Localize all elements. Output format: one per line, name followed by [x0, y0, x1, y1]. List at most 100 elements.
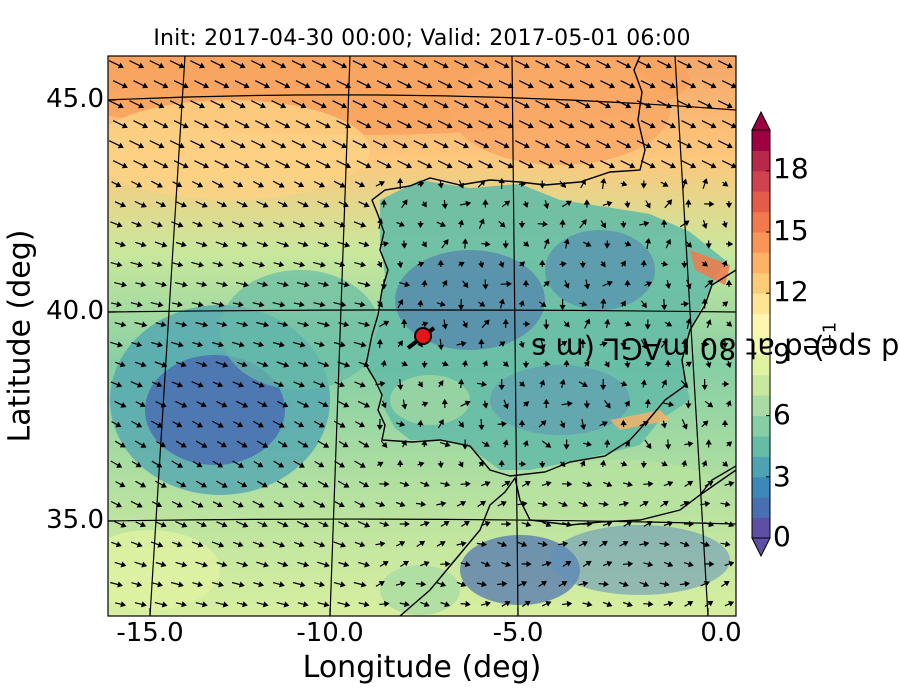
wind-arrow-head [136, 221, 143, 228]
wind-arrow-head [686, 102, 693, 109]
wind-arrow-head [323, 442, 330, 448]
wind-arrow-head [624, 279, 631, 286]
wind-arrow-head [581, 541, 588, 547]
wind-arrow-head [504, 601, 511, 607]
wind-arrow-head [563, 238, 570, 245]
wind-arrow-head [161, 361, 168, 368]
wind-arrow-head [263, 162, 270, 169]
wind-arrow-head [645, 202, 651, 209]
wind-arrow-head [304, 82, 311, 89]
wind-arrow-head [642, 420, 649, 427]
wind-arrow-head [609, 122, 616, 129]
wind-arrow-head [239, 142, 246, 149]
colorbar-bin [752, 354, 770, 376]
wind-arrow-head [478, 218, 485, 225]
wind-arrow-head [686, 142, 693, 149]
wind-arrow-head [300, 102, 307, 109]
wind-arrow-head [341, 142, 348, 149]
wind-arrow-head [178, 102, 185, 109]
wind-arrow-head [649, 82, 656, 89]
wind-arrow-head [661, 339, 668, 346]
wind-arrow-head [625, 142, 632, 149]
wind-arrow-head [243, 162, 250, 169]
wind-arrow-head [525, 521, 532, 528]
wind-arrow-head [119, 481, 126, 488]
wind-arrow-head [139, 401, 146, 408]
wind-arrow-head [115, 501, 122, 508]
wind-arrow-head [645, 62, 652, 69]
wind-arrow-head [521, 541, 528, 548]
colorbar-bin [752, 232, 770, 253]
wind-arrow-head [606, 280, 613, 287]
wind-arrow-head [282, 561, 289, 568]
wind-arrow-head [302, 481, 309, 488]
wind-arrow-head [441, 203, 448, 210]
wind-arrow-head [262, 601, 269, 608]
wind-arrow-head [544, 142, 551, 149]
wind-arrow-head [201, 281, 208, 288]
wind-arrow-head [117, 62, 124, 69]
wind-arrow-head [282, 201, 288, 208]
wind-arrow-head [522, 201, 529, 208]
wind-arrow-head [702, 420, 709, 427]
wind-arrow-head [239, 62, 246, 69]
wind-arrow-head [181, 521, 188, 528]
wind-arrow-head [685, 199, 692, 205]
wind-arrow-head [401, 243, 408, 249]
wind-arrow-head [661, 379, 667, 386]
site-marker[interactable] [406, 326, 436, 350]
wind-arrow-head [707, 279, 714, 286]
wind-arrow-head [423, 481, 430, 488]
wind-arrow-head [181, 402, 188, 408]
wind-arrow-head [426, 82, 433, 89]
wind-arrow-head [502, 361, 509, 367]
wind-arrow-head [300, 142, 307, 149]
wind-arrow-head [586, 481, 593, 488]
wind-arrow-head [136, 502, 143, 508]
wind-arrow-head [426, 122, 433, 129]
wind-arrow-head [140, 281, 147, 288]
wind-arrow-head [217, 381, 224, 388]
wind-arrow-head [606, 520, 613, 527]
wind-arrow-head [219, 62, 226, 69]
wind-arrow-head [182, 82, 189, 89]
wind-arrow-head [506, 280, 512, 288]
colorbar-bin [752, 436, 770, 457]
wind-arrow-head [161, 281, 168, 288]
wind-arrow-head [158, 102, 165, 109]
wind-arrow-head [380, 402, 387, 409]
wind-arrow-head [197, 381, 204, 388]
wind-arrow-head [383, 600, 390, 608]
wind-arrow-head [156, 381, 163, 388]
wind-arrow-head [523, 62, 530, 69]
wind-arrow-head [259, 102, 266, 109]
wind-arrow-head [242, 321, 249, 328]
y-axis-label: Latitude (deg) [2, 229, 38, 443]
wind-arrow-head [464, 400, 471, 407]
wind-arrow-head [318, 461, 325, 468]
wind-arrow-head [363, 201, 370, 208]
wind-arrow-head [200, 401, 207, 408]
wind-arrow-head [381, 142, 388, 149]
wind-arrow-head [363, 402, 371, 408]
wind-arrow-head [302, 201, 309, 208]
wind-arrow-head [182, 281, 188, 288]
wind-arrow-head [487, 82, 494, 89]
wind-arrow-head [120, 561, 127, 568]
africa-coastline [399, 469, 736, 616]
wind-arrow-head [377, 217, 384, 224]
wind-arrow-head [178, 581, 184, 588]
wind-arrow-head [116, 462, 123, 468]
wind-arrow-head [665, 444, 672, 450]
wind-arrow-head [648, 600, 654, 608]
wind-arrow-head [540, 301, 547, 307]
wind-arrow-head [120, 601, 127, 608]
wind-arrow-head [139, 521, 146, 528]
wind-arrow-head [115, 541, 122, 548]
wind-arrow-head [259, 142, 266, 149]
wind-arrow-head [661, 460, 668, 467]
wind-arrow-head [323, 601, 330, 608]
wind-arrow-head [485, 600, 491, 607]
wind-arrow-head [361, 102, 368, 109]
wind-arrow-head [302, 361, 309, 368]
